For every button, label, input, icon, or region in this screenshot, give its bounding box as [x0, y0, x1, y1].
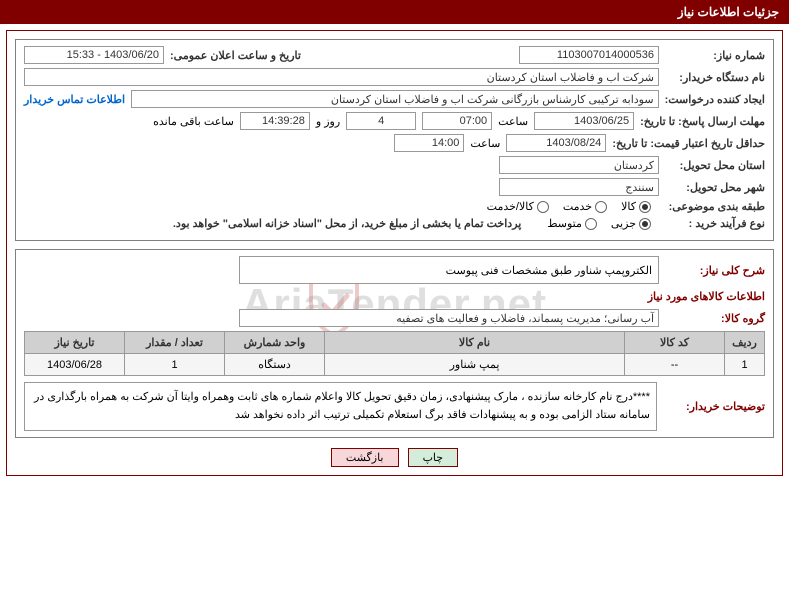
radio-goods-service-circle [537, 201, 549, 213]
process-note: پرداخت تمام یا بخشی از مبلغ خرید، از محل… [173, 217, 521, 230]
td-need-date: 1403/06/28 [25, 354, 125, 376]
th-unit: واحد شمارش [225, 332, 325, 354]
outer-frame: شماره نیاز: 1103007014000536 تاریخ و ساع… [6, 30, 783, 476]
need-no-label: شماره نیاز: [665, 49, 765, 62]
td-qty: 1 [125, 354, 225, 376]
desc-label: شرح کلی نیاز: [665, 264, 765, 277]
need-no-field: 1103007014000536 [519, 46, 659, 64]
reply-date-field: 1403/06/25 [534, 112, 634, 130]
radio-partial[interactable]: جزیی [611, 217, 651, 230]
radio-partial-label: جزیی [611, 217, 636, 230]
th-need-date: تاریخ نیاز [25, 332, 125, 354]
group-label: گروه کالا: [665, 312, 765, 325]
main-info-box: شماره نیاز: 1103007014000536 تاریخ و ساع… [15, 39, 774, 241]
details-box: شرح کلی نیاز: الکتروپمپ شناور طبق مشخصات… [15, 249, 774, 438]
process-radio-group: جزیی متوسط [547, 217, 651, 230]
buyer-org-field: شرکت اب و فاضلاب استان کردستان [24, 68, 659, 86]
radio-goods-label: کالا [621, 200, 636, 213]
delivery-province-label: استان محل تحویل: [665, 159, 765, 172]
buyer-contact-link[interactable]: اطلاعات تماس خریدار [24, 93, 125, 106]
back-button[interactable]: بازگشت [331, 448, 399, 467]
buyer-org-label: نام دستگاه خریدار: [665, 71, 765, 84]
group-field: آب رسانی؛ مدیریت پسماند، فاضلاب و فعالیت… [239, 309, 659, 327]
delivery-city-label: شهر محل تحویل: [665, 181, 765, 194]
days-suffix: روز و [316, 115, 340, 128]
td-name: پمپ شناور [325, 354, 625, 376]
print-button[interactable]: چاپ [408, 448, 459, 467]
th-qty: تعداد / مقدار [125, 332, 225, 354]
radio-medium-label: متوسط [547, 217, 582, 230]
radio-goods-service[interactable]: کالا/خدمت [487, 200, 549, 213]
items-table: ردیف کد کالا نام کالا واحد شمارش تعداد /… [24, 331, 765, 376]
th-name: نام کالا [325, 332, 625, 354]
button-row: چاپ بازگشت [15, 448, 774, 467]
desc-field: الکتروپمپ شناور طبق مشخصات فنی پیوست [239, 256, 659, 284]
remaining-time-field: 14:39:28 [240, 112, 310, 130]
time-label-1: ساعت [498, 115, 528, 128]
announce-field: 1403/06/20 - 15:33 [24, 46, 164, 64]
th-code: کد کالا [625, 332, 725, 354]
delivery-province-field: کردستان [499, 156, 659, 174]
category-radio-group: کالا خدمت کالا/خدمت [487, 200, 651, 213]
min-valid-date-field: 1403/08/24 [506, 134, 606, 152]
days-field: 4 [346, 112, 416, 130]
min-valid-label: حداقل تاریخ اعتبار قیمت: تا تاریخ: [612, 137, 765, 150]
radio-medium[interactable]: متوسط [547, 217, 597, 230]
radio-service[interactable]: خدمت [563, 200, 607, 213]
reply-time-field: 07:00 [422, 112, 492, 130]
radio-goods[interactable]: کالا [621, 200, 651, 213]
td-code: -- [625, 354, 725, 376]
td-row: 1 [725, 354, 765, 376]
radio-goods-service-label: کالا/خدمت [487, 200, 534, 213]
table-row: 1 -- پمپ شناور دستگاه 1 1403/06/28 [25, 354, 765, 376]
requester-label: ایجاد کننده درخواست: [665, 93, 765, 106]
announce-label: تاریخ و ساعت اعلان عمومی: [170, 49, 301, 62]
process-label: نوع فرآیند خرید : [665, 217, 765, 230]
min-valid-time-field: 14:00 [394, 134, 464, 152]
td-unit: دستگاه [225, 354, 325, 376]
radio-goods-circle [639, 201, 651, 213]
panel-header: جزئیات اطلاعات نیاز [0, 0, 789, 24]
buyer-note-label: توضیحات خریدار: [665, 400, 765, 413]
radio-medium-circle [585, 218, 597, 230]
radio-service-label: خدمت [563, 200, 592, 213]
category-label: طبقه بندی موضوعی: [665, 200, 765, 213]
buyer-note-field: ****درج نام کارخانه سازنده ، مارک پیشنها… [24, 382, 657, 431]
reply-deadline-label: مهلت ارسال پاسخ: تا تاریخ: [640, 115, 765, 128]
remaining-suffix: ساعت باقی مانده [153, 115, 234, 128]
delivery-city-field: سنندج [499, 178, 659, 196]
items-section-title: اطلاعات کالاهای مورد نیاز [24, 290, 765, 303]
radio-partial-circle [639, 218, 651, 230]
time-label-2: ساعت [470, 137, 500, 150]
th-row: ردیف [725, 332, 765, 354]
requester-field: سودابه ترکیبی کارشناس بازرگانی شرکت اب و… [131, 90, 659, 108]
radio-service-circle [595, 201, 607, 213]
